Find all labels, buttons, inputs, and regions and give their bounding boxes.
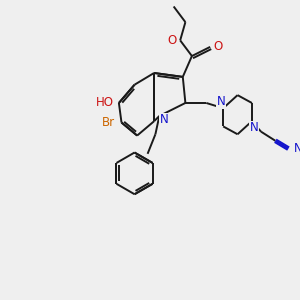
- Text: Br: Br: [101, 116, 115, 129]
- Text: N: N: [217, 95, 226, 108]
- Text: HO: HO: [96, 97, 114, 110]
- Text: N: N: [249, 122, 258, 134]
- Text: O: O: [168, 34, 177, 47]
- Text: N: N: [294, 142, 300, 155]
- Text: O: O: [213, 40, 223, 53]
- Text: N: N: [160, 113, 169, 126]
